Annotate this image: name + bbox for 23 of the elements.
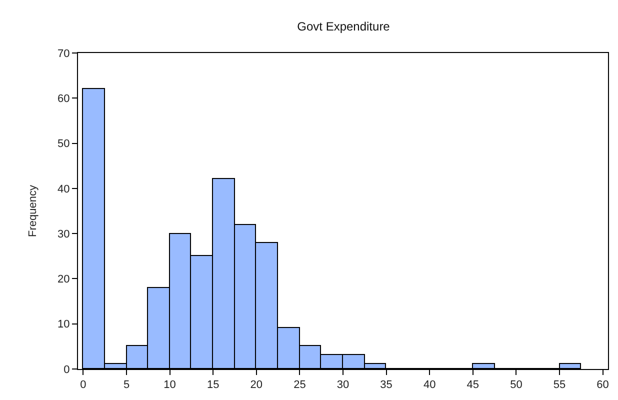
x-tick-label: 40 bbox=[423, 379, 436, 392]
x-tick-label: 0 bbox=[80, 379, 86, 392]
y-tick-label: 70 bbox=[58, 48, 70, 60]
x-tick-label: 5 bbox=[123, 379, 130, 392]
y-tick-label: 50 bbox=[58, 138, 70, 150]
x-tick-label: 50 bbox=[510, 379, 522, 392]
x-tick-label: 55 bbox=[553, 379, 566, 392]
x-tick-label: 60 bbox=[596, 379, 609, 392]
x-tick-label: 35 bbox=[380, 379, 392, 392]
y-tick-label: 30 bbox=[58, 228, 70, 240]
x-tick-label: 30 bbox=[336, 379, 350, 392]
y-tick-label: 60 bbox=[58, 92, 70, 105]
x-tick-label: 15 bbox=[206, 379, 220, 392]
x-tick-label: 20 bbox=[250, 379, 263, 392]
x-tick-label: 10 bbox=[164, 379, 176, 392]
x-tick-label: 45 bbox=[466, 379, 480, 392]
chart-title: Govt Expenditure bbox=[297, 19, 390, 34]
y-tick-label: 40 bbox=[58, 183, 70, 196]
y-tick-label: 0 bbox=[64, 364, 70, 376]
y-axis-title: Frequency bbox=[27, 184, 40, 237]
x-tick-label: 25 bbox=[294, 379, 306, 392]
y-tick-label: 20 bbox=[58, 274, 70, 286]
y-tick-label: 10 bbox=[58, 318, 70, 331]
